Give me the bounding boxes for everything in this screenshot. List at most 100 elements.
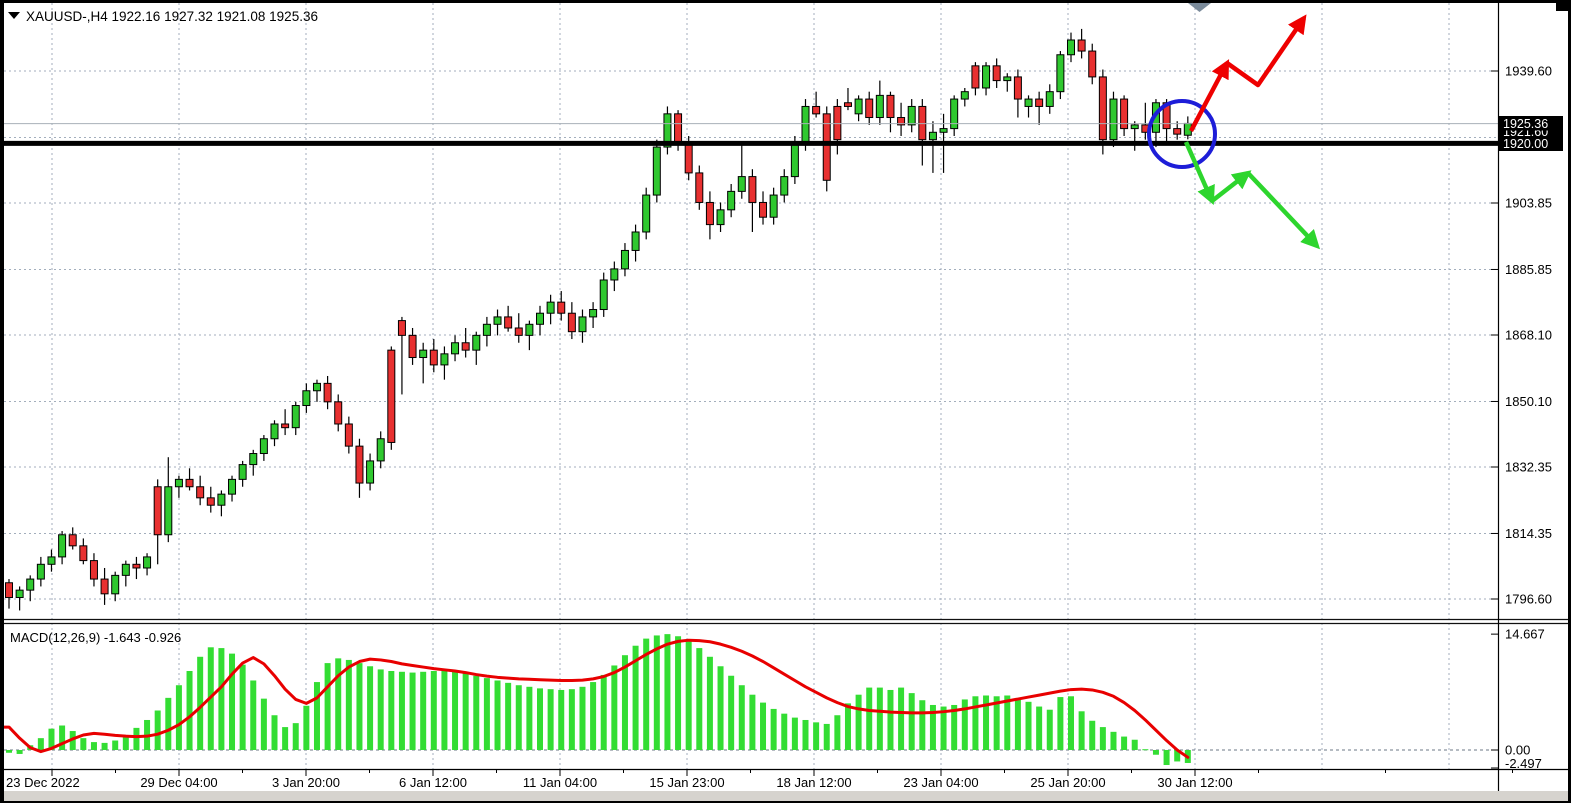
candle — [366, 460, 375, 484]
time-axis-label: 6 Jan 12:00 — [399, 775, 467, 790]
candle — [918, 105, 927, 141]
macd-bar — [1004, 695, 1011, 750]
macd-bar — [292, 723, 299, 750]
candle — [206, 497, 215, 506]
macd-bar — [515, 685, 522, 750]
macd-bar — [154, 710, 161, 750]
candle — [525, 323, 534, 336]
macd-bar — [547, 689, 554, 750]
candle — [440, 353, 449, 366]
candle — [376, 438, 385, 462]
candle — [1173, 128, 1182, 135]
macd-bar — [696, 648, 703, 750]
macd-bar — [1089, 720, 1096, 750]
macd-bar — [1025, 701, 1032, 750]
candle — [429, 349, 438, 366]
candle — [1003, 76, 1012, 82]
candle — [854, 98, 863, 115]
macd-bar — [197, 656, 204, 750]
candle — [482, 323, 491, 336]
candle — [769, 194, 778, 218]
candle — [536, 312, 544, 325]
macd-bar — [1121, 736, 1128, 750]
candles-layer — [5, 28, 1192, 611]
candle — [875, 94, 884, 119]
macd-bar — [1036, 706, 1043, 750]
candle — [1130, 124, 1139, 130]
candle — [960, 91, 969, 100]
candle — [472, 334, 481, 351]
svg-text:1921.60: 1921.60 — [1503, 125, 1548, 139]
macd-axis-label: 14.667 — [1505, 627, 1545, 642]
annotation-arrow-down[interactable] — [1246, 171, 1321, 250]
candle — [886, 94, 895, 119]
macd-bar — [961, 699, 968, 750]
macd-bar — [908, 693, 915, 750]
macd-bar — [229, 653, 236, 750]
candle — [939, 128, 948, 133]
candle — [68, 534, 77, 547]
macd-bar — [1174, 750, 1181, 762]
candle — [238, 464, 247, 480]
candle — [504, 316, 513, 329]
candle — [121, 563, 130, 576]
macd-bar — [600, 674, 607, 750]
macd-bar — [760, 702, 767, 750]
candle — [15, 589, 24, 599]
macd-bar — [770, 708, 777, 750]
macd-bar — [675, 636, 682, 750]
candle — [652, 146, 661, 196]
candle — [950, 98, 959, 130]
macd-bar — [706, 656, 713, 750]
horizontal-lines-layer — [4, 123, 1498, 146]
annotation-arrow-up[interactable] — [1225, 14, 1307, 88]
time-axis-label: 3 Jan 20:00 — [272, 775, 340, 790]
time-axis-label: 11 Jan 04:00 — [523, 775, 597, 790]
candle — [727, 190, 736, 211]
macd-bar — [367, 666, 374, 750]
chart-shift-marker[interactable] — [1188, 3, 1211, 12]
macd-bar — [59, 725, 66, 750]
macd-bar — [749, 694, 756, 750]
annotation-circle[interactable] — [1147, 99, 1217, 169]
candle — [1088, 50, 1097, 78]
macd-bar — [239, 664, 246, 750]
macd-bar — [101, 742, 108, 750]
candle — [684, 142, 693, 174]
macd-bar — [6, 750, 12, 753]
macd-bar — [441, 671, 448, 750]
candle — [1077, 39, 1086, 52]
macd-bar — [250, 680, 257, 750]
macd-bar — [537, 688, 543, 750]
annotation-arrow-down[interactable] — [1183, 141, 1215, 206]
macd-bar — [80, 738, 87, 750]
candle — [196, 486, 205, 499]
candle — [1024, 98, 1033, 107]
annotation-arrow-up[interactable] — [1189, 59, 1230, 133]
macd-bar — [1078, 711, 1085, 750]
candle — [153, 486, 162, 536]
macd-bar — [611, 665, 618, 750]
annotations-layer — [1147, 3, 1321, 250]
macd-bar — [993, 696, 1000, 750]
candle — [1120, 98, 1129, 130]
candle — [557, 301, 566, 314]
bottom-scroll-strip[interactable] — [4, 791, 1568, 801]
macd-bar — [919, 700, 926, 750]
macd-bar — [48, 728, 55, 750]
macd-bar — [175, 685, 182, 750]
macd-bar — [866, 687, 873, 750]
symbol-dropdown-icon[interactable] — [8, 12, 20, 19]
annotation-arrow-down[interactable] — [1210, 170, 1252, 203]
candle — [451, 342, 460, 355]
time-axis-label: 23 Jan 04:00 — [903, 775, 978, 790]
macd-bar — [430, 671, 437, 750]
macd-bar — [791, 717, 798, 750]
candle — [89, 560, 98, 580]
axes-layer: 1939.60 1903.85 1885.85 1868.10 1850.10 1832.… — [6, 64, 1552, 791]
ohlc-info-line: XAUUSD-,H4 1922.16 1927.32 1921.08 1925.… — [26, 9, 318, 24]
candle — [897, 117, 906, 126]
macd-bar — [653, 635, 660, 750]
candle — [493, 316, 502, 325]
